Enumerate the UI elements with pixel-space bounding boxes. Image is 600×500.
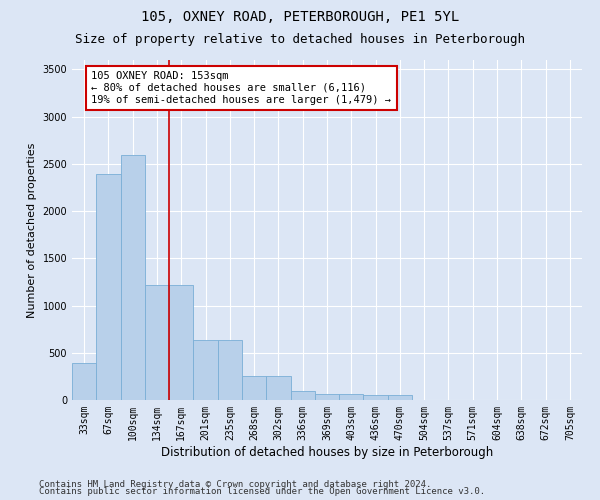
Text: 105 OXNEY ROAD: 153sqm
← 80% of detached houses are smaller (6,116)
19% of semi-: 105 OXNEY ROAD: 153sqm ← 80% of detached…: [91, 72, 391, 104]
Bar: [145, 285, 169, 400]
Bar: [96, 174, 121, 400]
Bar: [72, 363, 96, 400]
Bar: [242, 376, 266, 400]
Y-axis label: Number of detached properties: Number of detached properties: [27, 142, 37, 318]
Bar: [364, 396, 388, 400]
Bar: [121, 156, 145, 400]
Bar: [388, 396, 412, 400]
Bar: [315, 394, 339, 400]
X-axis label: Distribution of detached houses by size in Peterborough: Distribution of detached houses by size …: [161, 446, 493, 458]
Text: Contains HM Land Registry data © Crown copyright and database right 2024.: Contains HM Land Registry data © Crown c…: [39, 480, 431, 489]
Bar: [339, 394, 364, 400]
Bar: [169, 285, 193, 400]
Bar: [290, 391, 315, 400]
Text: Contains public sector information licensed under the Open Government Licence v3: Contains public sector information licen…: [39, 488, 485, 496]
Bar: [218, 340, 242, 400]
Text: 105, OXNEY ROAD, PETERBOROUGH, PE1 5YL: 105, OXNEY ROAD, PETERBOROUGH, PE1 5YL: [141, 10, 459, 24]
Bar: [266, 376, 290, 400]
Text: Size of property relative to detached houses in Peterborough: Size of property relative to detached ho…: [75, 32, 525, 46]
Bar: [193, 340, 218, 400]
